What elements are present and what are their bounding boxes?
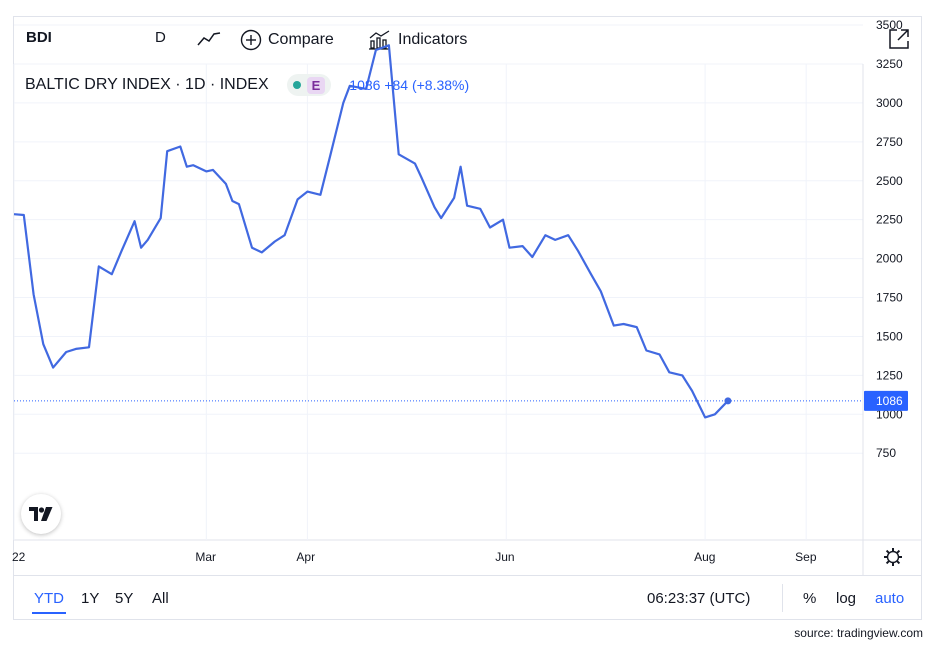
status-dot-icon xyxy=(292,81,301,89)
range-1y[interactable]: 1Y xyxy=(81,590,100,607)
y-tick-label: 3000 xyxy=(876,96,903,110)
y-tick-label: 1250 xyxy=(876,368,903,382)
exchange-badge: E xyxy=(306,76,326,94)
chart-legend: BALTIC DRY INDEX · 1D · INDEX E 1086 +84… xyxy=(25,74,469,96)
legend-change-pct: (+8.38%) xyxy=(411,77,470,93)
x-tick-label: Aug xyxy=(694,550,715,564)
market-status-pill[interactable]: E xyxy=(286,74,332,96)
y-tick-label: 750 xyxy=(876,446,896,460)
bottom-toolbar: YTD 1Y 5Y All 06:23:37 (UTC) % log auto xyxy=(13,575,922,620)
range-ytd[interactable]: YTD xyxy=(32,590,66,614)
chart-grid xyxy=(13,24,922,575)
bdi-series-line xyxy=(13,44,729,419)
indicators-button[interactable]: Indicators xyxy=(368,29,467,51)
series-title: BALTIC DRY INDEX · 1D · INDEX xyxy=(25,76,269,93)
y-tick-label: 1750 xyxy=(876,291,903,305)
y-tick-label: 3500 xyxy=(876,18,903,32)
legend-change: +84 xyxy=(384,77,409,93)
interval-button[interactable]: D xyxy=(155,29,166,46)
legend-price: 1086 +84 (+8.38%) xyxy=(349,77,469,93)
x-tick-label: 22 xyxy=(12,550,26,564)
indicators-label: Indicators xyxy=(398,31,468,48)
x-tick-label: Jun xyxy=(495,550,514,564)
y-tick-label: 1500 xyxy=(876,329,903,343)
tradingview-logo-icon xyxy=(29,507,53,521)
percent-toggle[interactable]: % xyxy=(803,590,817,607)
x-tick-label: Apr xyxy=(296,550,315,564)
plus-circle-icon xyxy=(240,29,262,51)
y-tick-label: 2750 xyxy=(876,135,903,149)
tradingview-logo[interactable] xyxy=(21,494,61,534)
y-tick-label: 2250 xyxy=(876,213,903,227)
y-tick-label: 3250 xyxy=(876,57,903,71)
auto-toggle[interactable]: auto xyxy=(875,590,905,607)
price-chart[interactable]: 7501000125015001750200022502500275030003… xyxy=(0,0,945,575)
y-tick-label: 2500 xyxy=(876,174,903,188)
divider xyxy=(782,584,783,612)
legend-last: 1086 xyxy=(349,77,381,93)
range-5y[interactable]: 5Y xyxy=(115,590,134,607)
source-caption: source: tradingview.com xyxy=(794,626,923,640)
top-toolbar: BDI D Compare Indicators xyxy=(14,17,921,65)
log-toggle[interactable]: log xyxy=(836,590,857,607)
line-chart-icon xyxy=(197,32,221,46)
compare-label: Compare xyxy=(268,31,334,48)
chart-type-button[interactable] xyxy=(196,29,222,49)
range-all[interactable]: All xyxy=(152,590,169,607)
x-tick-label: Sep xyxy=(795,550,817,564)
last-price-label: 1086 xyxy=(876,394,903,408)
time-axis[interactable]: 22 Mar Apr Jun Aug Sep xyxy=(12,550,817,564)
symbol-search[interactable]: BDI xyxy=(26,29,52,46)
x-tick-label: Mar xyxy=(195,550,216,564)
last-price-dot xyxy=(724,397,732,405)
last-price-label-box xyxy=(864,390,908,411)
settings-gear-icon[interactable] xyxy=(884,548,902,566)
open-external-icon xyxy=(889,29,909,49)
utc-clock[interactable]: 06:23:37 (UTC) xyxy=(647,590,751,607)
price-axis[interactable]: 7501000125015001750200022502500275030003… xyxy=(876,18,903,460)
y-tick-label: 2000 xyxy=(876,252,903,266)
compare-button[interactable]: Compare xyxy=(240,29,334,51)
fullscreen-button[interactable] xyxy=(887,27,911,56)
